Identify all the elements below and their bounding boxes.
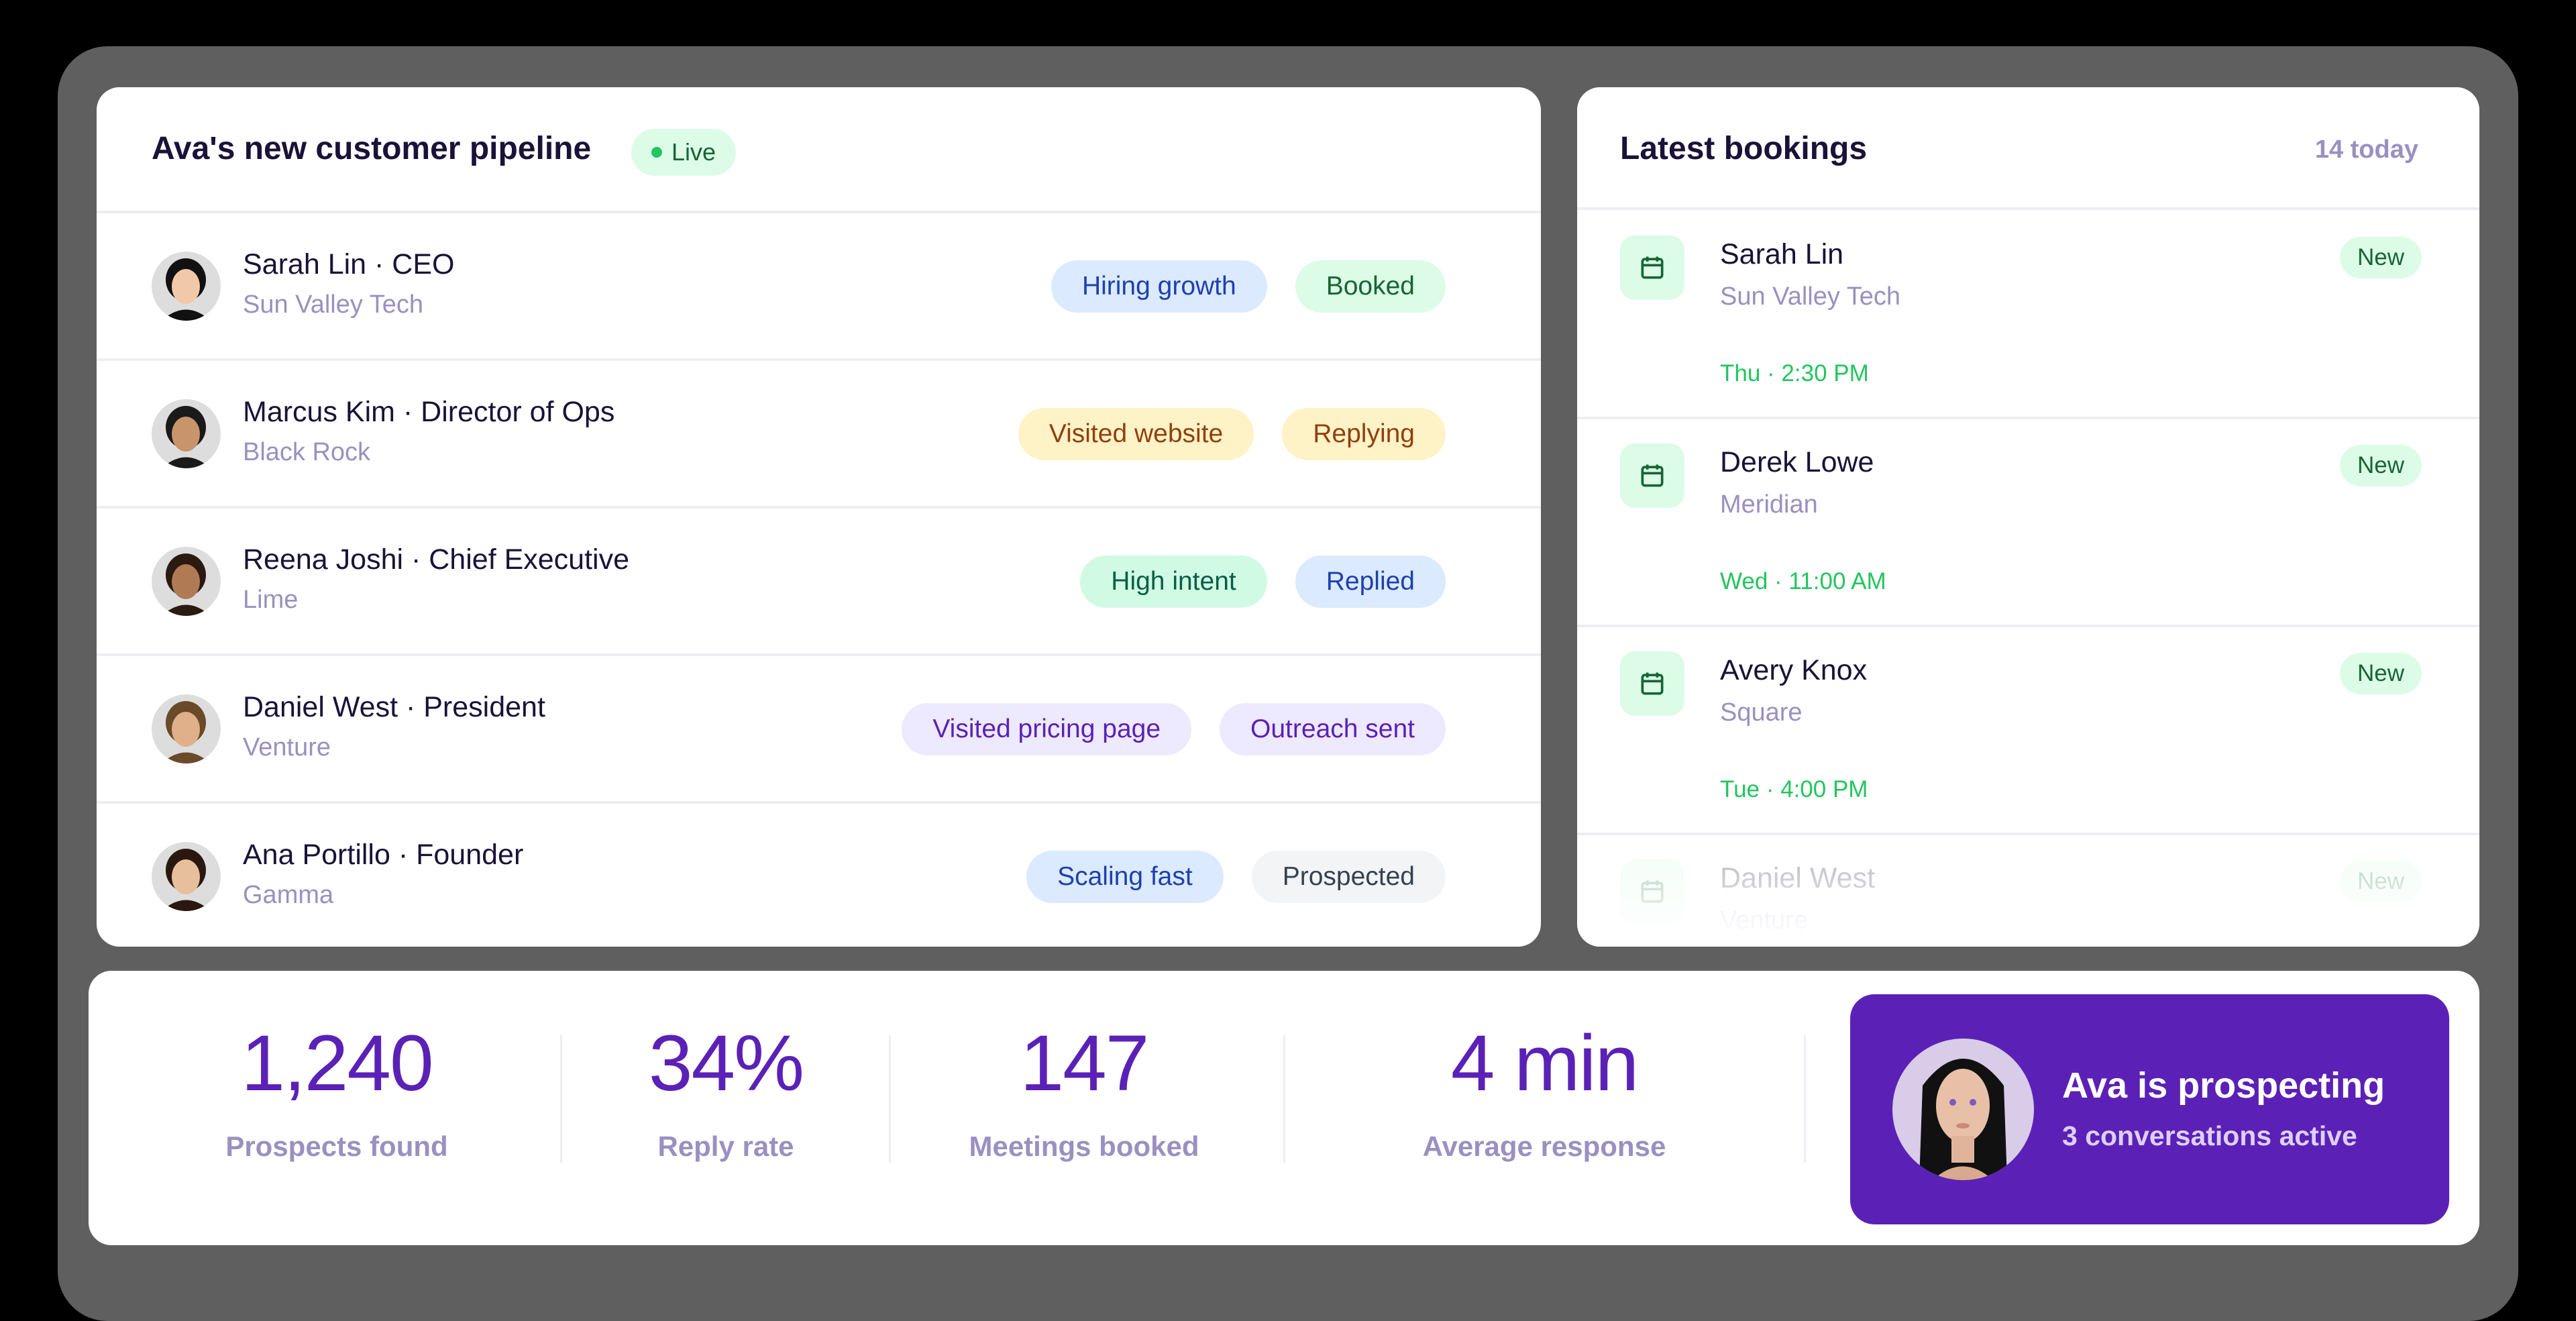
- contact-name: Ana Portillo · Founder: [243, 839, 524, 871]
- signal-tag[interactable]: Scaling fast: [1026, 851, 1224, 903]
- contact-company: Lime: [243, 586, 299, 614]
- stat-label: Meetings booked: [969, 1130, 1199, 1162]
- new-badge: New: [2339, 445, 2422, 486]
- status-tag[interactable]: Outreach sent: [1220, 703, 1446, 755]
- status-tag[interactable]: Prospected: [1251, 851, 1446, 903]
- booking-item[interactable]: Avery Knox Square Tue · 4:00 PM New: [1577, 629, 2479, 835]
- agent-subtitle: 3 conversations active: [2062, 1120, 2357, 1151]
- booking-time: Thu · 2:30 PM: [1720, 360, 1869, 386]
- pipeline-row[interactable]: Ana Portillo · Founder Gamma Scaling fas…: [97, 805, 1541, 947]
- agent-status-card[interactable]: Ava is prospecting 3 conversations activ…: [1850, 994, 2449, 1224]
- status-tag[interactable]: Replied: [1295, 556, 1446, 608]
- contact-avatar: [152, 252, 221, 321]
- booking-item[interactable]: Sarah Lin Sun Valley Tech Thu · 2:30 PM …: [1577, 213, 2479, 419]
- contact-company: Sun Valley Tech: [243, 290, 423, 319]
- calendar-icon: [1620, 235, 1684, 300]
- live-badge: Live: [631, 129, 737, 176]
- bookings-title: Latest bookings: [1620, 131, 1868, 166]
- contact-name: Daniel West · President: [243, 691, 545, 723]
- signal-tag[interactable]: Hiring growth: [1051, 260, 1267, 313]
- contact-name: Marcus Kim · Director of Ops: [243, 396, 615, 428]
- live-dot-icon: [651, 147, 662, 158]
- status-tag[interactable]: Replying: [1282, 408, 1446, 460]
- pipeline-card: Ava's new customer pipeline Live Sarah L…: [97, 87, 1541, 947]
- contact-avatar: [152, 547, 221, 616]
- stat-divider: [889, 1035, 891, 1163]
- signal-tag[interactable]: Visited pricing page: [902, 703, 1192, 755]
- signal-tag[interactable]: High intent: [1080, 556, 1267, 608]
- stat-label: Reply rate: [657, 1130, 794, 1162]
- contact-name: Sarah Lin · CEO: [243, 248, 455, 280]
- status-tag[interactable]: Booked: [1295, 260, 1446, 313]
- stat-value: 147: [1020, 1019, 1150, 1108]
- pipeline-row[interactable]: Marcus Kim · Director of Ops Black Rock …: [97, 362, 1541, 509]
- stat-item: 1,240 Prospects found: [136, 971, 538, 1245]
- pipeline-header: Ava's new customer pipeline Live: [97, 87, 1541, 213]
- live-label: Live: [672, 138, 716, 166]
- calendar-icon: [1620, 443, 1684, 508]
- calendar-icon: [1620, 651, 1684, 716]
- booking-company: Meridian: [1720, 490, 1818, 519]
- contact-company: Gamma: [243, 881, 334, 909]
- booking-item[interactable]: Derek Lowe Meridian Wed · 11:00 AM New: [1577, 421, 2479, 627]
- agent-title: Ava is prospecting: [2062, 1065, 2385, 1106]
- stat-divider: [560, 1035, 562, 1163]
- bookings-header: Latest bookings 14 today: [1577, 87, 2479, 210]
- pipeline-row[interactable]: Daniel West · President Venture Visited …: [97, 657, 1541, 804]
- stat-divider: [1804, 1035, 1806, 1163]
- contact-avatar: [152, 694, 221, 763]
- pipeline-row[interactable]: Sarah Lin · CEO Sun Valley Tech Hiring g…: [97, 215, 1541, 361]
- agent-avatar: [1892, 1039, 2034, 1180]
- stat-label: Average response: [1422, 1130, 1666, 1162]
- stat-item: 4 min Average response: [1343, 971, 1746, 1245]
- contact-avatar: [152, 399, 221, 468]
- booking-name: Sarah Lin: [1720, 238, 1844, 270]
- booking-time: Wed · 11:00 AM: [1720, 568, 1886, 594]
- booking-company: Square: [1720, 698, 1803, 727]
- booking-name: Derek Lowe: [1720, 446, 1874, 478]
- booking-time: Tue · 4:00 PM: [1720, 776, 1868, 802]
- contact-name: Reena Joshi · Chief Executive: [243, 543, 630, 576]
- pipeline-title: Ava's new customer pipeline: [152, 131, 592, 166]
- fade-overlay: [1577, 846, 2479, 947]
- stat-item: 34% Reply rate: [525, 971, 927, 1245]
- stat-item: 147 Meetings booked: [883, 971, 1285, 1245]
- booking-company: Sun Valley Tech: [1720, 282, 1900, 311]
- stats-card: 1,240 Prospects found 34% Reply rate 147 Meet…: [89, 971, 2479, 1245]
- stat-value: 34%: [648, 1019, 804, 1108]
- bookings-card: Latest bookings 14 today Sarah Lin Sun V…: [1577, 87, 2479, 947]
- stat-value: 1,240: [241, 1019, 433, 1108]
- stat-value: 4 min: [1450, 1019, 1640, 1108]
- bookings-count: 14 today: [2314, 136, 2418, 164]
- stat-label: Prospects found: [225, 1130, 448, 1162]
- pipeline-row[interactable]: Reena Joshi · Chief Executive Lime High …: [97, 510, 1541, 656]
- booking-name: Avery Knox: [1720, 654, 1868, 686]
- contact-avatar: [152, 842, 221, 911]
- signal-tag[interactable]: Visited website: [1018, 408, 1254, 460]
- contact-company: Venture: [243, 733, 331, 761]
- new-badge: New: [2339, 237, 2422, 278]
- stat-divider: [1283, 1035, 1285, 1163]
- contact-company: Black Rock: [243, 438, 371, 466]
- new-badge: New: [2339, 653, 2422, 694]
